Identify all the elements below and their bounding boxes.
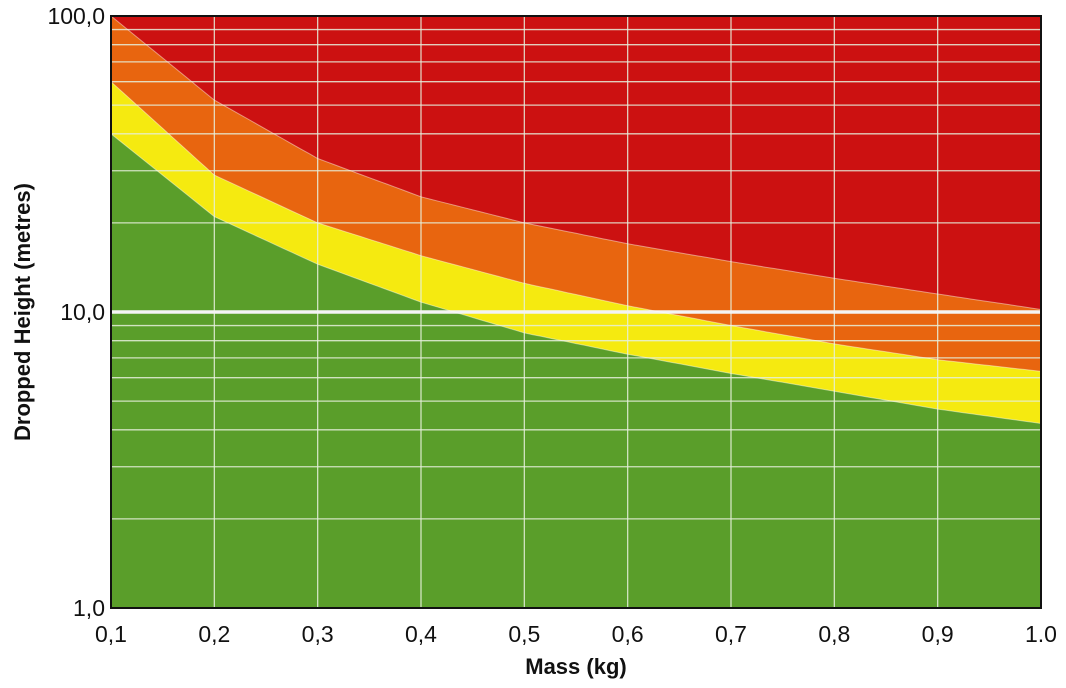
y-tick-label: 1,0 [73, 595, 105, 621]
zone-boundary-lines [111, 16, 1041, 424]
x-tick-label: 0,1 [95, 621, 127, 647]
y-tick-label: 100,0 [47, 3, 105, 29]
y-tick-labels: 1,0 10,0 100,0 [47, 3, 105, 621]
x-tick-label: 0,8 [818, 621, 850, 647]
x-axis-title: Mass (kg) [525, 654, 626, 679]
plot-frame [110, 15, 1042, 609]
x-tick-label: 0,3 [302, 621, 334, 647]
grid-lines [111, 16, 1041, 608]
zone-boundary-1 [111, 133, 1041, 424]
safe-zone [111, 133, 1041, 608]
x-tick-label: 0,6 [612, 621, 644, 647]
x-tick-label: 0,9 [922, 621, 954, 647]
x-tick-label: 0,5 [508, 621, 540, 647]
x-tick-labels: 0,1 0,2 0,3 0,4 0,5 0,6 0,7 0,8 0,9 1.0 [95, 621, 1057, 647]
zone-boundary-2 [111, 81, 1041, 372]
x-tick-label: 0,7 [715, 621, 747, 647]
y-tick-label: 10,0 [60, 299, 105, 325]
x-tick-label: 0,4 [405, 621, 437, 647]
x-tick-label: 1.0 [1025, 621, 1057, 647]
x-tick-label: 0,2 [198, 621, 230, 647]
y-axis-title: Dropped Height (metres) [10, 183, 35, 441]
plot-area [111, 16, 1041, 608]
zone-boundary-3 [111, 16, 1041, 310]
